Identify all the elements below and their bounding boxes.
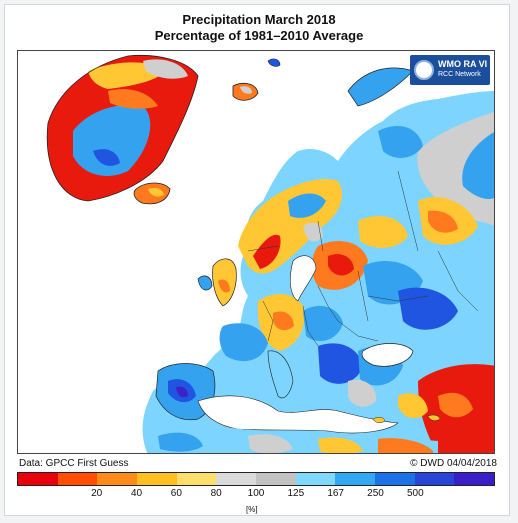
map-canvas <box>18 51 494 453</box>
iceland-region <box>133 182 171 205</box>
logo-text: WMO RA VI <box>438 59 488 69</box>
legend-colorbar <box>17 472 495 486</box>
legend-swatch <box>18 473 58 485</box>
legend-tick-label: 80 <box>210 488 222 499</box>
cyprus-region <box>427 414 441 421</box>
legend-swatch <box>414 473 455 485</box>
legend-tick-label: 100 <box>247 488 265 499</box>
legend-ticks: 20 40 60 80 100 125 167 250 500 <box>17 488 495 502</box>
legend-tick-label: 125 <box>287 488 305 499</box>
logo-subtext: RCC Network <box>438 71 481 78</box>
legend-tick-label: 40 <box>130 488 143 499</box>
wmo-logo: WMO RA VI RCC Network <box>410 55 490 85</box>
legend-swatch <box>57 473 98 485</box>
legend-unit: [%] <box>246 505 258 514</box>
black-sea <box>361 343 414 367</box>
copyright: © DWD 04/04/2018 <box>410 458 497 469</box>
legend-tick-label: 60 <box>170 488 182 499</box>
wmo-globe-icon <box>414 60 434 80</box>
legend-swatch <box>176 473 217 485</box>
legend-swatch <box>375 473 415 485</box>
france-region <box>219 323 268 362</box>
map-title: Precipitation March 2018 <box>182 12 336 27</box>
eurasia-landmass <box>142 91 494 453</box>
legend-swatch <box>335 473 376 485</box>
legend-tick-label: 250 <box>367 488 384 499</box>
precipitation-map: WMO RA VI RCC Network <box>17 50 495 454</box>
greenland-region <box>46 55 199 202</box>
legend-swatch <box>256 473 296 485</box>
legend-swatch <box>216 473 257 485</box>
north-africa-region <box>148 426 438 453</box>
legend-tick-label: 20 <box>91 488 103 499</box>
italy-region <box>267 350 294 399</box>
baltic-sea <box>289 255 317 302</box>
legend-swatch <box>295 473 336 485</box>
legend-tick-label: 500 <box>406 488 424 499</box>
legend-swatch <box>97 473 138 485</box>
legend-swatch <box>454 473 495 485</box>
legend-tick-label: 167 <box>327 488 344 499</box>
crete-region <box>372 417 386 423</box>
data-source: Data: GPCC First Guess <box>19 458 129 469</box>
british-isles-region <box>197 258 237 307</box>
svalbard-region <box>232 58 281 101</box>
country-borders <box>247 170 479 347</box>
map-subtitle: Percentage of 1981–2010 Average <box>154 28 364 43</box>
legend-swatch <box>137 473 177 485</box>
